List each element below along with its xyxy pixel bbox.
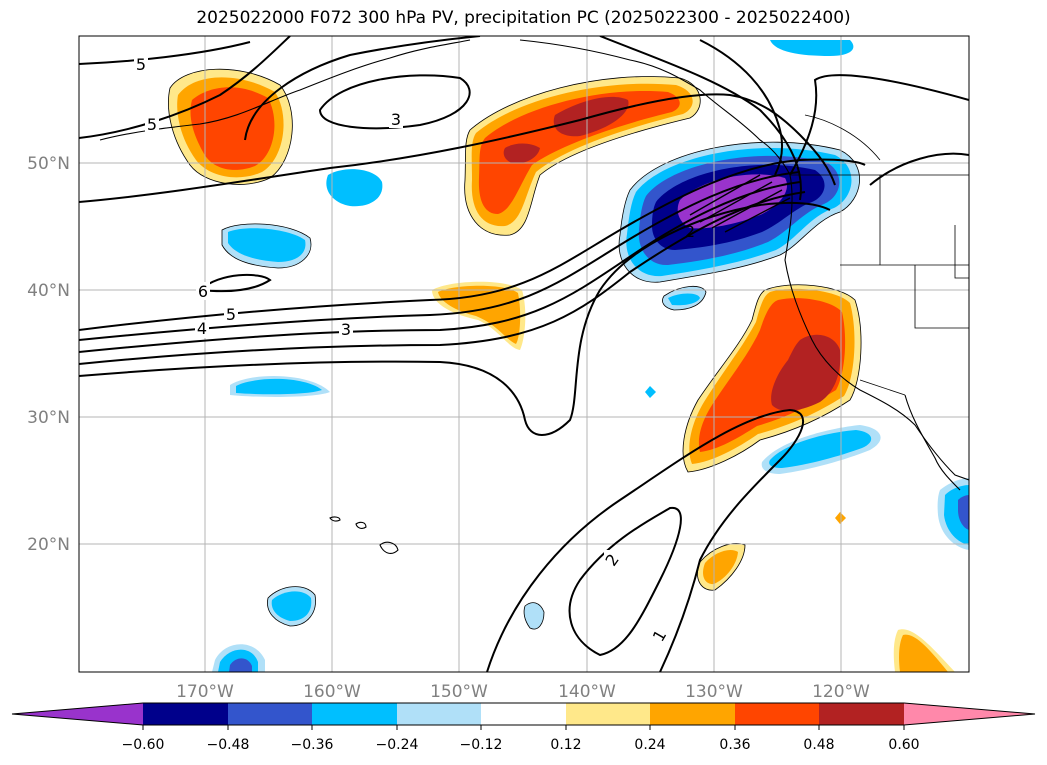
contour-labels: 5 5 3 6 5 4 3 2 2 1	[134, 55, 695, 645]
colorbar-ticks	[142, 725, 905, 730]
colorbar-extend-low	[12, 703, 143, 725]
borders	[790, 114, 969, 396]
contour-label-4: 6	[198, 282, 208, 301]
pv-contours	[79, 36, 969, 672]
colorbar-tick-label: −0.48	[207, 737, 250, 753]
anomaly-outlines	[168, 68, 862, 630]
coastlines	[99, 39, 969, 554]
contour-label-2: 5	[147, 115, 157, 134]
colorbar-tick-label: −0.60	[122, 737, 165, 753]
colorbar-segment	[228, 703, 312, 725]
colorbar-segment	[566, 703, 650, 725]
contour-label-8: 2	[685, 222, 695, 241]
colorbar-tick-label: −0.36	[291, 737, 334, 753]
colorbar-tick-label: 0.60	[888, 737, 919, 753]
contour-label-1: 5	[136, 55, 146, 74]
colorbar-tick-label: 0.24	[634, 737, 665, 753]
contour-label-3: 3	[391, 110, 401, 129]
lon-axis: 170°W 160°W 150°W 140°W 130°W 120°W	[176, 682, 870, 702]
lon-label-150w: 150°W	[430, 682, 488, 702]
colorbar-segment	[397, 703, 481, 725]
contour-label-5: 5	[226, 305, 236, 324]
colorbar-segment	[735, 703, 819, 725]
colorbar-segment	[481, 703, 566, 725]
lon-label-130w: 130°W	[685, 682, 743, 702]
colorbar-tick-label: 0.12	[550, 737, 581, 753]
lon-label-170w: 170°W	[176, 682, 234, 702]
colorbar-segment	[819, 703, 904, 725]
map-area: 5 5 3 6 5 4 3 2 2 1	[79, 36, 969, 672]
positive-anomaly-west	[168, 69, 293, 185]
lat-label-30: 30°N	[27, 408, 70, 428]
colorbar-tick-label: −0.24	[376, 737, 419, 753]
positive-anomaly-california	[683, 284, 862, 472]
negative-anomaly-small	[212, 169, 969, 672]
map-title: 2025022000 F072 300 hPa PV, precipitatio…	[196, 8, 851, 28]
colorbar-segment	[312, 703, 397, 725]
lat-label-50: 50°N	[27, 154, 70, 174]
lat-label-40: 40°N	[27, 281, 70, 301]
lat-axis: 50°N 40°N 30°N 20°N	[27, 154, 70, 555]
hatch-lines	[689, 174, 791, 233]
lat-label-20: 20°N	[27, 535, 70, 555]
colorbar-segment	[650, 703, 735, 725]
contour-label-7: 3	[341, 320, 351, 339]
colorbar-segment	[143, 703, 228, 725]
colorbar-extend-high	[904, 703, 1035, 725]
colorbar-tick-label: 0.48	[803, 737, 834, 753]
graticule	[79, 36, 969, 672]
colorbar-tick-label: −0.12	[460, 737, 503, 753]
lon-label-120w: 120°W	[812, 682, 870, 702]
positive-anomaly-small	[697, 512, 955, 672]
map-frame	[78, 35, 970, 673]
colorbar-tick-label: 0.36	[719, 737, 750, 753]
lon-label-140w: 140°W	[558, 682, 616, 702]
contour-label-6: 4	[197, 319, 207, 338]
colorbar: −0.60 −0.48 −0.36 −0.24 −0.12 0.12 0.24 …	[11, 702, 1036, 753]
lon-label-160w: 160°W	[303, 682, 361, 702]
